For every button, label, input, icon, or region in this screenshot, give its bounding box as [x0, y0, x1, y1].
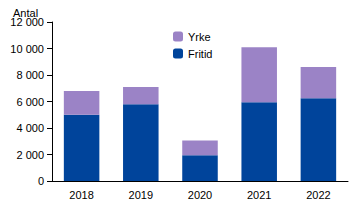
- svg-text:10 000: 10 000: [10, 43, 44, 55]
- svg-text:12 000: 12 000: [10, 16, 44, 28]
- svg-text:8 000: 8 000: [16, 69, 44, 81]
- svg-text:0: 0: [38, 175, 44, 187]
- svg-text:2018: 2018: [69, 189, 93, 201]
- svg-text:2020: 2020: [188, 189, 212, 201]
- svg-text:2021: 2021: [247, 189, 271, 201]
- svg-text:Yrke: Yrke: [188, 31, 211, 43]
- svg-text:2 000: 2 000: [16, 149, 44, 161]
- svg-text:Fritid: Fritid: [188, 48, 212, 60]
- svg-text:2022: 2022: [306, 189, 330, 201]
- svg-text:6 000: 6 000: [16, 96, 44, 108]
- svg-text:4 000: 4 000: [16, 122, 44, 134]
- svg-text:2019: 2019: [129, 189, 153, 201]
- svg-text:Antal: Antal: [13, 7, 38, 19]
